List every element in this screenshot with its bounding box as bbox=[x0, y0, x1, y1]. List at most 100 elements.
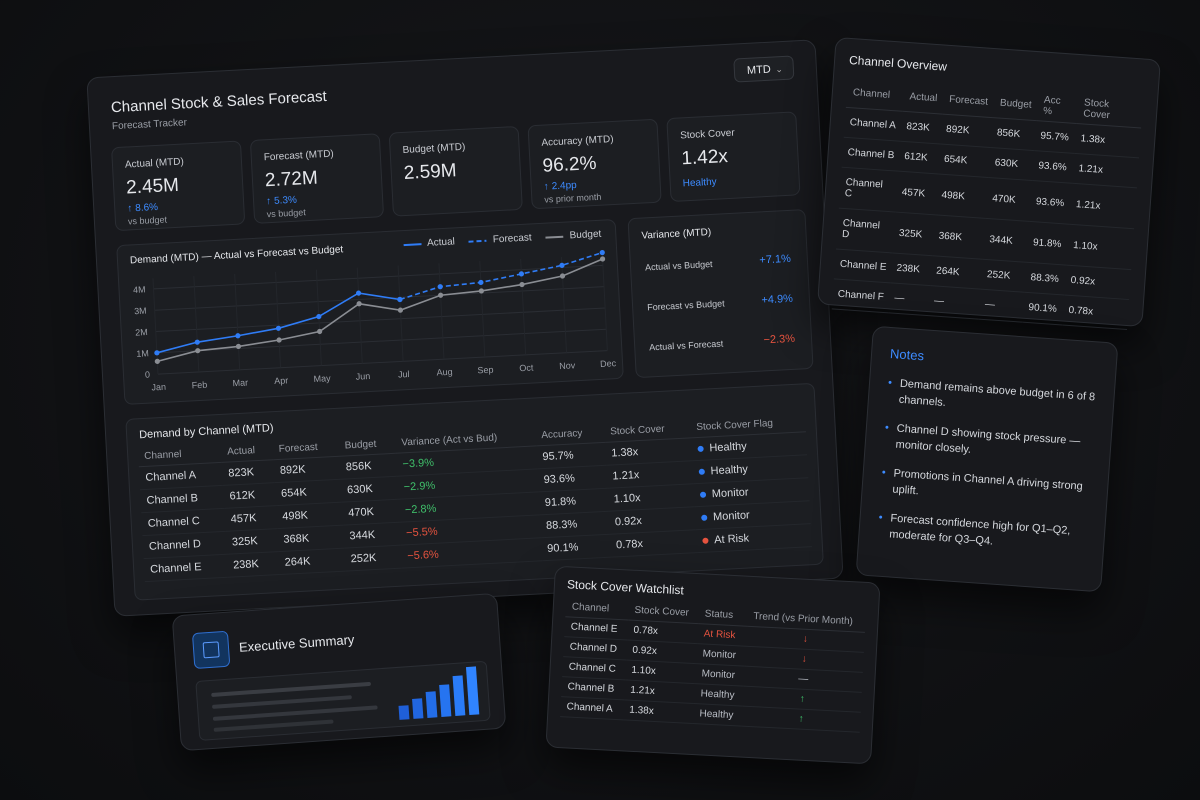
watchlist-card: Stock Cover Watchlist Channel Stock Cover… bbox=[545, 565, 881, 765]
table-cell: 238K bbox=[890, 252, 933, 286]
x-tick-label: Jan bbox=[151, 382, 166, 393]
kpi-label: Stock Cover bbox=[679, 127, 735, 142]
column-header: Status bbox=[698, 604, 748, 627]
kpi-delta: ↑ 8.6% bbox=[127, 202, 158, 215]
text-placeholder bbox=[213, 719, 334, 732]
table-cell: 470K bbox=[341, 499, 400, 526]
table-cell: 90.1% bbox=[540, 534, 611, 561]
column-header: Forecast bbox=[942, 83, 996, 118]
table-cell: 90.1% bbox=[1022, 292, 1065, 325]
table-cell: 264K bbox=[930, 255, 984, 290]
table-cell: 88.3% bbox=[1024, 262, 1067, 296]
kpi-label: Accuracy (MTD) bbox=[541, 133, 614, 149]
dashboard-title: Channel Stock & Sales Forecast bbox=[110, 87, 328, 117]
table-cell: Channel E bbox=[833, 248, 893, 283]
variance-label: Forecast vs Budget bbox=[646, 298, 725, 313]
data-point bbox=[437, 284, 443, 290]
status-dot bbox=[697, 445, 704, 452]
kpi-value: 96.2% bbox=[542, 152, 597, 177]
table-cell: 856K bbox=[990, 117, 1037, 151]
bullet-icon: • bbox=[878, 511, 883, 524]
note-text: Promotions in Channel A driving strong u… bbox=[892, 467, 1084, 498]
kpi-row bbox=[87, 40, 814, 78]
data-point bbox=[275, 325, 282, 331]
table-cell: 612K bbox=[898, 141, 941, 174]
deco-bar bbox=[425, 691, 438, 718]
v-grid-line bbox=[438, 263, 445, 360]
data-point bbox=[235, 343, 242, 350]
summary-title: Executive Summary bbox=[238, 631, 355, 655]
variance-card: Variance (MTD) Actual vs Budget +7.1% Fore… bbox=[627, 209, 814, 379]
data-point bbox=[599, 256, 606, 262]
table-cell: Channel A bbox=[560, 696, 624, 720]
kpi-delta-value: 8.6% bbox=[135, 201, 159, 215]
kpi-card: Actual (MTD) 2.45M ↑ 8.6% vs budget bbox=[111, 140, 246, 232]
table-cell: 470K bbox=[985, 177, 1033, 222]
legend-item: Budget bbox=[545, 229, 602, 243]
bullet-icon: • bbox=[887, 376, 893, 390]
column-header: Stock Cover bbox=[1076, 93, 1144, 128]
note-text: Forecast confidence high for Q1–Q2, mode… bbox=[888, 512, 1071, 548]
column-header: Budget bbox=[992, 87, 1039, 121]
table-cell: 457K bbox=[895, 171, 938, 215]
notes-card: Notes • Demand remains above budget in 6 … bbox=[855, 325, 1119, 593]
v-grid-line bbox=[561, 256, 568, 353]
period-dropdown[interactable]: MTD ⌄ bbox=[733, 55, 795, 83]
table-cell: 1.38x bbox=[622, 699, 695, 724]
table-cell: 654K bbox=[937, 143, 991, 178]
kpi-label: Forecast (MTD) bbox=[263, 148, 335, 164]
variance-value: −2.3% bbox=[763, 332, 796, 347]
legend-line bbox=[468, 239, 487, 243]
x-tick-label: Jul bbox=[398, 369, 410, 380]
column-header: Acc % bbox=[1036, 90, 1079, 124]
data-point bbox=[154, 358, 160, 364]
legend-label: Forecast bbox=[492, 232, 532, 246]
table-cell: 368K bbox=[932, 214, 986, 260]
grid-line bbox=[153, 264, 603, 290]
data-point bbox=[599, 249, 605, 256]
table-cell: Channel B bbox=[841, 137, 901, 172]
status-dot bbox=[700, 514, 708, 521]
x-tick-label: Dec bbox=[600, 358, 617, 369]
cell-text: Healthy bbox=[710, 463, 749, 478]
note-item: • Channel D showing stock pressure — moni… bbox=[883, 420, 1093, 466]
table-cell: 93.6% bbox=[1029, 180, 1073, 225]
v-grid-line bbox=[193, 276, 200, 373]
table-cell: 1.38x bbox=[1074, 123, 1142, 158]
text-placeholder bbox=[212, 705, 378, 721]
cell-text: At Risk bbox=[713, 532, 750, 547]
table-cell: 1.21x bbox=[1072, 153, 1140, 188]
status-dot bbox=[702, 537, 709, 544]
table-cell: 1.21x bbox=[1069, 183, 1137, 229]
summary-icon-glyph bbox=[202, 641, 220, 659]
kpi-value: 1.42x bbox=[680, 146, 729, 170]
data-point bbox=[397, 307, 404, 313]
kpi-note: vs budget bbox=[127, 214, 168, 227]
table-cell: 823K bbox=[900, 111, 943, 144]
legend-line bbox=[403, 242, 422, 246]
deco-bar bbox=[398, 705, 410, 720]
bullet-icon: • bbox=[884, 421, 890, 435]
variance-value: +7.1% bbox=[759, 252, 792, 267]
summary-icon bbox=[191, 630, 231, 670]
table-cell: — bbox=[888, 282, 931, 316]
data-table: Channel Actual Forecast Budget Acc % Stock Co… bbox=[831, 76, 1144, 330]
y-tick-label: 2M bbox=[135, 327, 148, 338]
x-tick-label: Mar bbox=[232, 377, 248, 388]
period-label: MTD bbox=[746, 63, 772, 77]
kpi-card: Accuracy (MTD) 96.2% ↑ 2.4pp vs prior month bbox=[527, 118, 662, 210]
chevron-icon: ⌄ bbox=[775, 64, 784, 75]
legend-label: Actual bbox=[426, 236, 456, 249]
data-point bbox=[194, 339, 200, 345]
table-cell: 1.10x bbox=[1066, 224, 1135, 270]
legend-swatch bbox=[468, 239, 487, 243]
y-tick-label: 4M bbox=[133, 284, 146, 295]
channel-overview-card: Channel Overview Channel Actual Forecast Bu… bbox=[817, 36, 1161, 330]
table-cell: 252K bbox=[344, 545, 402, 572]
table-cell: 95.7% bbox=[1034, 120, 1077, 154]
table-cell: 823K bbox=[221, 459, 275, 486]
legend-swatch bbox=[545, 235, 564, 239]
kpi-label: Budget (MTD) bbox=[402, 141, 466, 157]
kpi-status: Healthy bbox=[682, 176, 717, 190]
